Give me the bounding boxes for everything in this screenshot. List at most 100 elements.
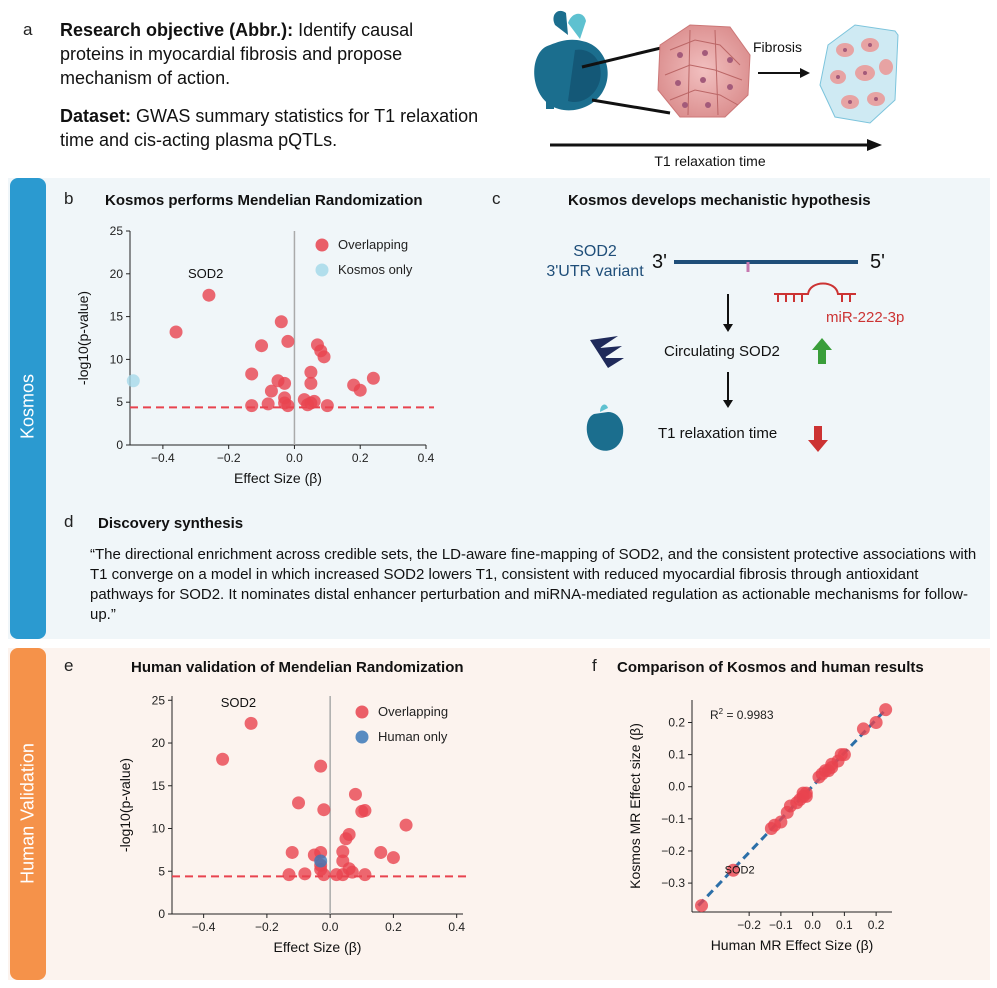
sod2-annotation: SOD2 bbox=[725, 864, 755, 876]
dataset-label: Dataset: bbox=[60, 106, 132, 126]
x-tick-label: 0.2 bbox=[385, 920, 402, 934]
r2-letter: R bbox=[710, 708, 719, 722]
chart-b-title: Kosmos performs Mendelian Randomization bbox=[105, 192, 423, 209]
data-point-overlapping bbox=[374, 845, 388, 859]
sod2-annotation: SOD2 bbox=[188, 266, 223, 281]
data-point-overlapping bbox=[386, 851, 400, 865]
x-tick-label: 0.1 bbox=[836, 918, 853, 932]
x-axis-label: Effect Size (β) bbox=[234, 470, 322, 486]
x-tick-label: −0.2 bbox=[255, 920, 279, 934]
objective-text: Identify causal proteins in myocardial f… bbox=[60, 20, 414, 88]
x-tick-label: −0.4 bbox=[151, 451, 175, 465]
data-point-overlapping bbox=[314, 344, 328, 358]
data-point-overlapping bbox=[314, 759, 328, 773]
x-tick-label: 0.4 bbox=[448, 920, 465, 934]
data-point-overlapping bbox=[264, 384, 278, 398]
x-tick-label: 0.4 bbox=[418, 451, 435, 465]
panel-letter-e: e bbox=[64, 656, 74, 675]
chart-b: −0.4 −0.2 0.0 0.2 0.4 0 5 10 15 20 25 Effect Size (… bbox=[75, 224, 435, 486]
y-tick-label: 20 bbox=[110, 267, 124, 281]
data-point-overlapping bbox=[348, 787, 362, 801]
x-tick-label: −0.1 bbox=[769, 918, 793, 932]
research-objective: Research objective (Abbr.): Identify cau… bbox=[60, 18, 480, 90]
r2-value: = 0.9983 bbox=[723, 708, 774, 722]
legend-marker bbox=[315, 263, 329, 277]
y-tick-label: 5 bbox=[116, 395, 123, 409]
data-point-overlapping bbox=[282, 868, 296, 882]
y-tick-label: 25 bbox=[152, 693, 166, 707]
mirna-icon bbox=[774, 282, 856, 302]
data-point-overlapping bbox=[339, 832, 353, 846]
increase-arrow bbox=[812, 338, 832, 364]
x-tick-label: 0.0 bbox=[286, 451, 303, 465]
data-point-overlapping bbox=[281, 399, 295, 413]
x-axis-label: Human MR Effect Size (β) bbox=[711, 937, 874, 953]
panel-c-title: Kosmos develops mechanistic hypothesis bbox=[568, 192, 871, 209]
human-side-tab bbox=[10, 648, 46, 980]
circulating-sod2-label: Circulating SOD2 bbox=[664, 343, 780, 360]
x-tick-label: 0.2 bbox=[868, 918, 885, 932]
data-point-overlapping bbox=[358, 804, 372, 818]
data-point-overlapping bbox=[245, 367, 259, 381]
legend-marker bbox=[355, 705, 369, 719]
y-axis-label: -log10(p-value) bbox=[117, 758, 133, 852]
chart-f: −0.2 −0.1 0.0 0.1 0.2 −0.3 −0.2 −0.1 0.0 0.1 0.2 Hu… bbox=[627, 700, 893, 953]
data-point-overlapping bbox=[869, 715, 883, 729]
protein-icon bbox=[590, 336, 624, 368]
x-tick-label: 0.2 bbox=[352, 451, 369, 465]
data-point-overlapping bbox=[278, 376, 292, 390]
panel-letter-f: f bbox=[592, 656, 597, 675]
data-point-overlapping bbox=[281, 334, 295, 348]
y-tick-label: −0.2 bbox=[661, 844, 685, 858]
r2-superscript: 2 bbox=[719, 707, 724, 716]
y-tick-label: 10 bbox=[110, 352, 124, 366]
legend-label: Human only bbox=[378, 729, 448, 744]
data-point-overlapping bbox=[336, 845, 350, 859]
human-side-label: Human Validation bbox=[17, 743, 38, 884]
kosmos-side-label: Kosmos bbox=[17, 373, 38, 440]
y-tick-label: 20 bbox=[152, 736, 166, 750]
dataset-text: GWAS summary statistics for T1 relaxatio… bbox=[60, 106, 479, 150]
chart-f-title: Comparison of Kosmos and human results bbox=[617, 659, 924, 676]
x-tick-label: −0.2 bbox=[217, 451, 241, 465]
t1-axis-label: T1 relaxation time bbox=[654, 153, 765, 169]
x-tick-label: −0.2 bbox=[737, 918, 761, 932]
healthy-tissue-icon bbox=[657, 24, 751, 118]
panel-letter-a: a bbox=[23, 20, 33, 39]
data-point-overlapping bbox=[856, 722, 870, 736]
data-point-overlapping bbox=[695, 899, 709, 913]
t1-relaxation-label: T1 relaxation time bbox=[658, 425, 777, 442]
mirna-label: miR-222-3p bbox=[826, 309, 904, 326]
variant-line2: 3'UTR variant bbox=[546, 263, 644, 280]
data-point-overlapping bbox=[366, 371, 380, 385]
heart-small-icon bbox=[586, 404, 624, 451]
data-point-kosmos-only bbox=[126, 374, 140, 388]
y-tick-label: 10 bbox=[152, 822, 166, 836]
data-point-overlapping bbox=[304, 376, 318, 390]
panel-letter-b: b bbox=[64, 189, 74, 208]
x-tick-label: 0.0 bbox=[804, 918, 821, 932]
panel-d-title: Discovery synthesis bbox=[98, 515, 244, 532]
data-point-overlapping bbox=[399, 818, 413, 832]
r-squared-label: R2 = 0.9983 bbox=[710, 707, 774, 722]
data-point-overlapping bbox=[345, 865, 359, 879]
data-point-overlapping bbox=[320, 399, 334, 413]
y-tick-label: 5 bbox=[158, 864, 165, 878]
sod2-annotation: SOD2 bbox=[221, 695, 256, 710]
data-point-overlapping bbox=[353, 383, 367, 397]
data-point-overlapping bbox=[292, 796, 306, 810]
y-tick-label: 15 bbox=[152, 779, 166, 793]
data-point-overlapping bbox=[261, 397, 275, 411]
panel-letter-d: d bbox=[64, 512, 74, 531]
data-point-overlapping bbox=[837, 748, 851, 762]
x-tick-label: −0.4 bbox=[192, 920, 216, 934]
y-tick-label: 0 bbox=[116, 438, 123, 452]
mechanism-diagram: 3' 5' miR-222-3p Circulating SOD2 T1 rel… bbox=[586, 251, 904, 452]
variant-line1: SOD2 bbox=[573, 243, 617, 260]
kosmos-side-tab bbox=[10, 178, 46, 639]
data-point-overlapping bbox=[799, 789, 813, 803]
data-point-overlapping bbox=[304, 365, 318, 379]
data-point-overlapping bbox=[317, 803, 331, 817]
sod2-variant-label: SOD2 3'UTR variant bbox=[540, 242, 650, 282]
panel-letter-c: c bbox=[492, 189, 501, 208]
